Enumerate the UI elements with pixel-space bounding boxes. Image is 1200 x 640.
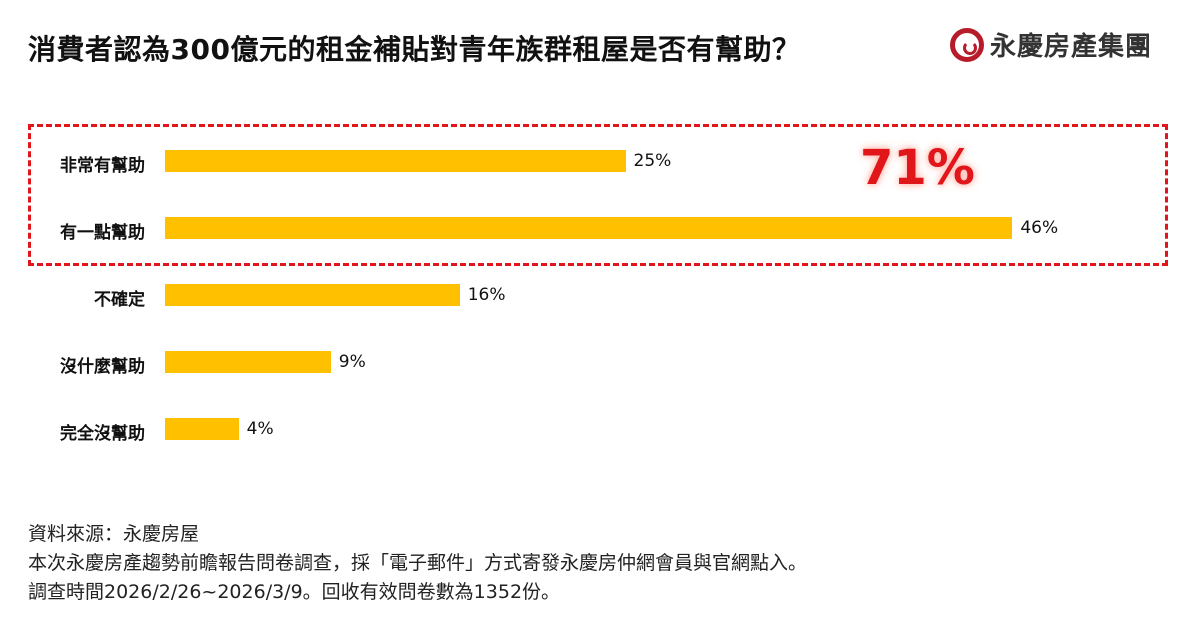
category-label: 不確定 bbox=[94, 290, 145, 310]
category-label: 非常有幫助 bbox=[60, 156, 145, 176]
category-label: 完全沒幫助 bbox=[60, 424, 145, 444]
value-label: 46% bbox=[1020, 218, 1059, 238]
chart-title: 消費者認為300億元的租金補貼對青年族群租屋是否有幫助？ bbox=[28, 33, 801, 66]
bar bbox=[165, 418, 239, 440]
bar bbox=[165, 217, 1013, 239]
footnote-period: 調查時間2026/2/26~2026/3/9。回收有效問卷數為1352份。 bbox=[28, 581, 561, 603]
footnote-source: 資料來源：永慶房屋 bbox=[28, 523, 200, 545]
logo-text: 永慶房產集團 bbox=[990, 32, 1153, 62]
highlight-box bbox=[28, 124, 1168, 266]
category-label: 沒什麼幫助 bbox=[60, 357, 145, 377]
category-label: 有一點幫助 bbox=[60, 223, 145, 243]
bar bbox=[165, 150, 626, 172]
bar bbox=[165, 351, 331, 373]
value-label: 4% bbox=[246, 419, 274, 439]
logo-icon bbox=[950, 27, 984, 62]
value-label: 9% bbox=[338, 352, 366, 372]
footnote-method: 本次永慶房產趨勢前瞻報告問卷調查，採「電子郵件」方式寄發永慶房仲網會員與官網點入… bbox=[28, 552, 808, 574]
value-label: 25% bbox=[633, 151, 672, 171]
footnote: 資料來源：永慶房屋 本次永慶房產趨勢前瞻報告問卷調查，採「電子郵件」方式寄發永慶… bbox=[28, 520, 807, 607]
value-label: 16% bbox=[467, 285, 506, 305]
bar bbox=[165, 284, 460, 306]
highlight-annotation: 71% bbox=[860, 140, 975, 196]
brand-logo: 永慶房產集團 bbox=[950, 26, 1152, 63]
